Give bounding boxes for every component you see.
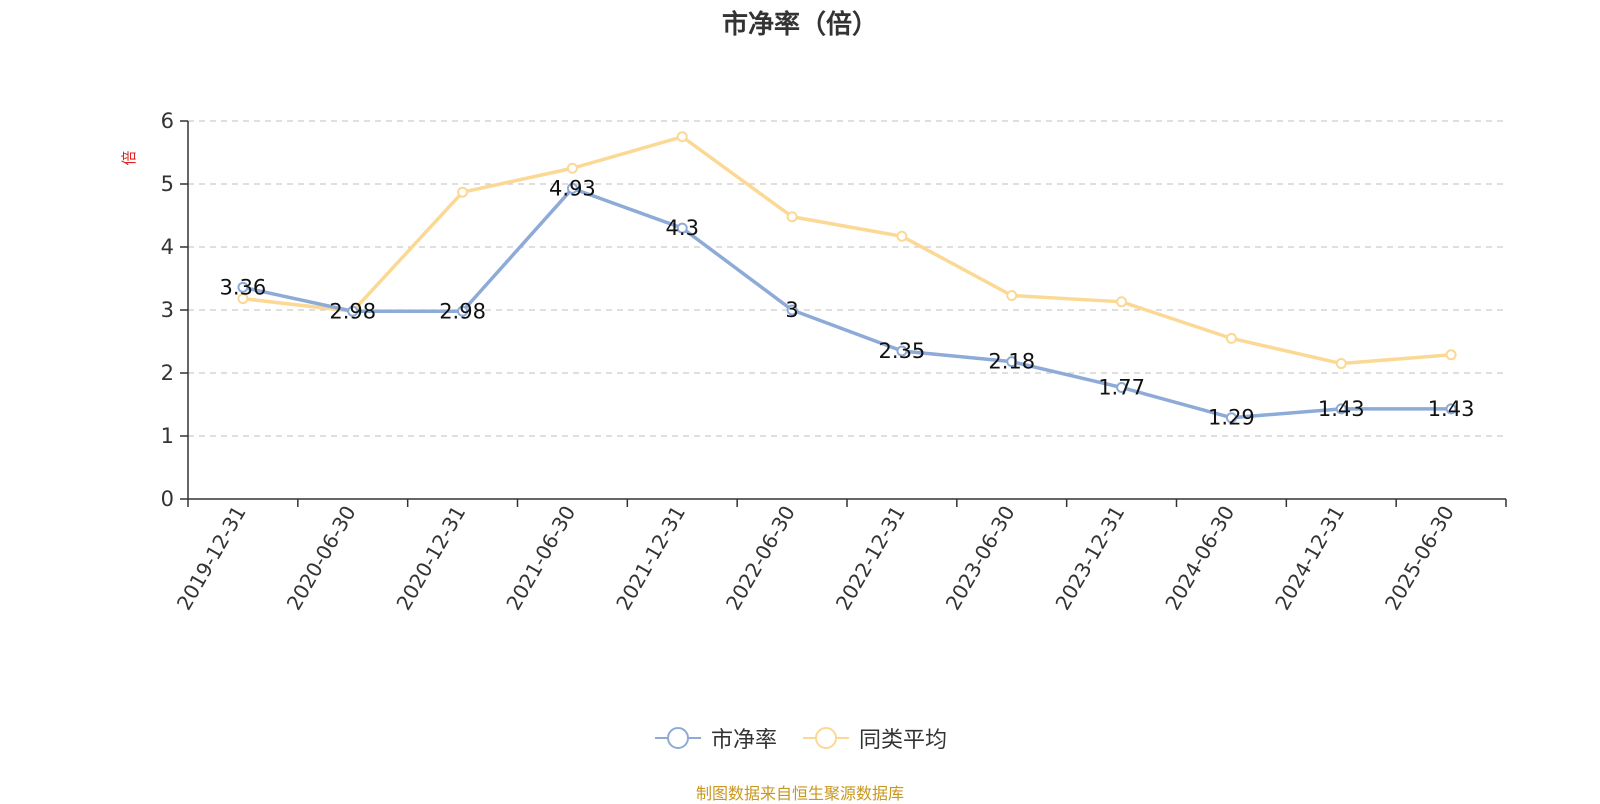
legend-item[interactable]: 市净率 [653,722,777,754]
series-line-1 [242,135,1452,366]
data-label: 3 [785,298,798,322]
series-lines [237,131,1457,424]
data-point [1006,356,1018,368]
axes: 0 1 2 3 4 5 6 2019-12-31 2020-06-30 2020-12-31 202… [161,109,1507,615]
y-tick-label: 5 [161,172,174,196]
legend-swatch [654,727,701,749]
data-label: 2.98 [329,299,376,323]
data-label: 3.36 [220,275,267,299]
data-label: 1.29 [1208,406,1255,430]
gridlines [188,120,1506,437]
y-tick-label: 3 [161,298,174,322]
series-line-0 [242,186,1452,420]
data-point [1445,349,1457,361]
x-tick-label: 2023-12-31 [1050,502,1129,615]
data-point [676,131,688,143]
data-point [457,305,469,317]
y-tick-label: 6 [161,109,174,133]
data-label: 2.18 [988,350,1035,374]
x-tick-label: 2025-06-30 [1380,502,1459,615]
data-label: 1.43 [1428,397,1475,421]
data-label: 2.98 [439,299,486,323]
data-point [1335,403,1347,415]
data-point [896,230,908,242]
data-point [896,345,908,357]
data-point [676,222,688,234]
x-tick-label: 2020-06-30 [282,502,361,615]
data-point [1006,290,1018,302]
data-point [1335,358,1347,370]
data-point [1445,403,1457,415]
chart-title: 市净率（倍） [721,10,878,40]
data-point [457,186,469,198]
data-point [1116,381,1128,393]
y-axis-label: 倍 [120,150,138,165]
x-tick-label: 2021-06-30 [501,502,580,615]
data-point [786,304,798,316]
x-tick-label: 2024-06-30 [1160,502,1239,615]
data-point [1116,296,1128,308]
data-label: 4.93 [549,176,596,200]
legend-swatch [803,727,849,749]
legend-item[interactable]: 同类平均 [801,722,947,754]
data-labels: 3.36 2.98 2.98 4.93 4.3 3 2.35 2.18 1.77 1.29 1.43… [220,176,1475,429]
y-tick-label: 2 [161,361,174,385]
data-label: 4.3 [666,216,699,240]
data-point [347,305,359,317]
data-point [1225,332,1237,344]
data-point [1225,412,1237,424]
data-label: 1.43 [1318,397,1365,421]
data-point [237,293,249,305]
data-point [566,162,578,174]
x-tick-label: 2019-12-31 [172,502,251,615]
legend-label: 同类平均 [859,728,948,753]
data-point [786,211,798,223]
legend-label: 市净率 [710,728,777,753]
legend-marker [815,727,837,749]
x-tick-label: 2022-06-30 [721,502,800,615]
y-tick-label: 1 [161,424,174,448]
x-tick-label: 2020-12-31 [391,502,470,615]
x-tick-label: 2022-12-31 [831,502,910,615]
data-label: 1.77 [1098,375,1145,399]
x-tick-label: 2024-12-31 [1270,502,1349,615]
data-point [566,182,578,194]
source-note: 制图数据来自恒生聚源数据库 [695,784,904,803]
x-tick-label: 2023-06-30 [941,502,1020,615]
data-point [237,281,249,293]
legend-marker [666,727,689,749]
legend: 市净率 同类平均 [0,722,1600,754]
y-tick-label: 0 [161,487,174,511]
data-label: 2.35 [879,339,926,363]
x-tick-label: 2021-12-31 [611,502,690,615]
y-tick-label: 4 [161,235,174,259]
